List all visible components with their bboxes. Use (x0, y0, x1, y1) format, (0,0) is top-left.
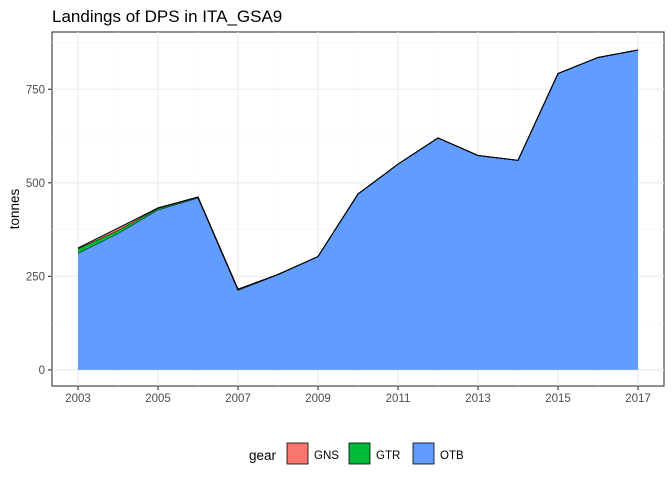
legend-key-otb (412, 442, 435, 465)
y-tick-label: 0 (39, 365, 45, 377)
x-tick-label: 2009 (305, 393, 331, 405)
x-tick-label: 2011 (386, 393, 411, 405)
area-series (77, 49, 639, 370)
legend: gear GNS GTR OTB (249, 442, 464, 465)
y-axis: 0 250 500 750 (26, 84, 52, 377)
legend-label-gtr: GTR (376, 450, 400, 462)
x-tick-label: 2003 (65, 393, 91, 405)
x-tick-label: 2005 (145, 393, 171, 405)
x-tick-label: 2007 (225, 393, 251, 405)
y-tick-label: 250 (26, 271, 45, 283)
legend-title: gear (249, 448, 277, 463)
x-tick-label: 2015 (545, 393, 571, 405)
legend-key-gns (286, 442, 309, 465)
legend-key-gtr (348, 442, 371, 465)
legend-label-otb: OTB (440, 450, 464, 462)
x-tick-label: 2017 (625, 393, 651, 405)
area-outline-gns (77, 49, 639, 290)
y-tick-label: 500 (26, 178, 45, 190)
y-tick-label: 750 (26, 84, 45, 96)
x-tick-label: 2013 (465, 393, 491, 405)
chart-title: Landings of DPS in ITA_GSA9 (52, 7, 283, 26)
x-axis: 2003 2005 2007 2009 2011 2013 2015 2017 (65, 386, 651, 405)
y-axis-title: tonnes (7, 188, 22, 229)
legend-label-gns: GNS (314, 450, 339, 462)
area-otb (78, 49, 638, 370)
